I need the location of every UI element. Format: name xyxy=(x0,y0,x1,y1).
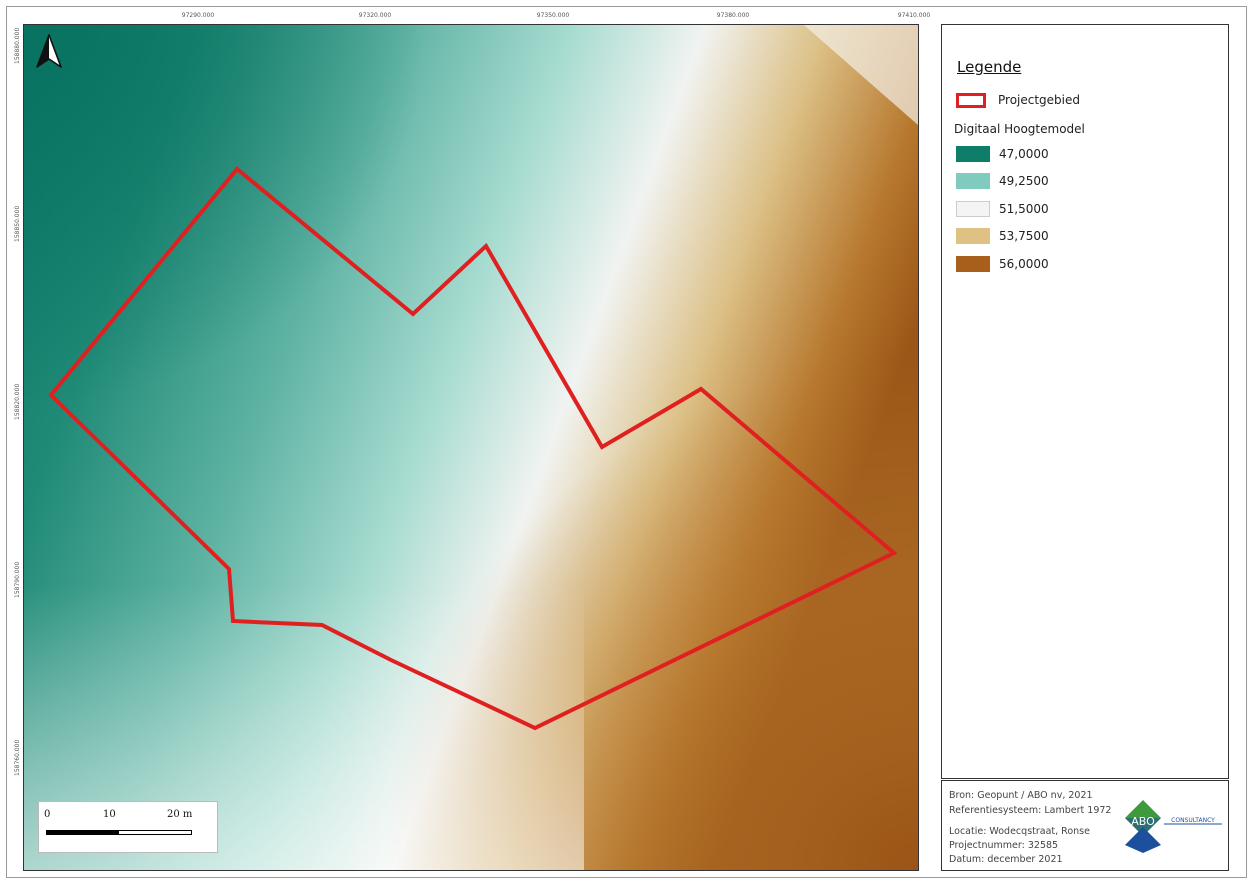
legend-title: Legende xyxy=(957,58,1022,76)
y-coordinate-label: 158790.000 xyxy=(14,561,21,598)
location-text: Locatie: Wodecqstraat, Ronse xyxy=(949,826,1090,837)
color-swatch xyxy=(956,173,990,189)
date-text: Datum: december 2021 xyxy=(949,854,1063,865)
legend-item-dem-class: 53,7500 xyxy=(956,227,1049,245)
legend-label: 51,5000 xyxy=(999,202,1049,216)
color-swatch xyxy=(956,201,990,217)
color-swatch xyxy=(956,146,990,162)
crs-text: Referentiesysteem: Lambert 1972 xyxy=(949,805,1112,816)
color-swatch xyxy=(956,228,990,244)
color-swatch xyxy=(956,256,990,272)
y-coordinate-label: 158820.000 xyxy=(14,383,21,420)
scale-label-end: 20 m xyxy=(167,809,193,820)
source-text: Bron: Geopunt / ABO nv, 2021 xyxy=(949,790,1093,801)
scale-segment-white xyxy=(119,831,191,834)
logo-text: ABO xyxy=(1131,815,1155,828)
legend-item-project-area: Projectgebied xyxy=(956,91,1080,109)
legend-item-dem-class: 51,5000 xyxy=(956,200,1049,218)
scale-segment-black xyxy=(47,831,119,834)
page-frame xyxy=(6,6,1247,878)
legend-label: Projectgebied xyxy=(998,93,1081,107)
legend-panel: Legende Projectgebied Digitaal Hoogtemod… xyxy=(941,24,1229,779)
project-boundary[interactable] xyxy=(48,166,898,731)
scale-bar-graphic xyxy=(46,830,192,835)
project-area-swatch xyxy=(956,92,986,108)
map-view[interactable]: 0 10 20 m xyxy=(23,24,919,871)
y-coordinate-label: 158880.000 xyxy=(14,27,21,64)
y-coordinate-label: 158760.000 xyxy=(14,739,21,776)
legend-label: 47,0000 xyxy=(999,147,1049,161)
legend-label: 49,2500 xyxy=(999,174,1049,188)
logo-tagline: CONSULTANCY xyxy=(1171,817,1215,824)
scale-label-start: 0 xyxy=(44,809,51,820)
light-patch xyxy=(804,25,918,125)
x-coordinate-label: 97350.000 xyxy=(536,12,570,19)
project-number-text: Projectnummer: 32585 xyxy=(949,840,1059,851)
legend-label: 53,7500 xyxy=(999,229,1049,243)
info-panel: Bron: Geopunt / ABO nv, 2021 Referenties… xyxy=(941,780,1229,871)
legend-label: 56,0000 xyxy=(999,257,1049,271)
scale-label-mid: 10 xyxy=(103,809,116,820)
legend-item-dem-class: 49,2500 xyxy=(956,172,1049,190)
x-coordinate-label: 97290.000 xyxy=(181,12,215,19)
north-arrow-icon xyxy=(36,34,62,68)
y-coordinate-label: 158850.000 xyxy=(14,205,21,242)
scale-bar: 0 10 20 m xyxy=(38,801,218,853)
dem-title: Digitaal Hoogtemodel xyxy=(954,122,1085,136)
legend-item-dem-class: 56,0000 xyxy=(956,255,1049,273)
elevation-map[interactable] xyxy=(24,25,918,870)
legend-item-dem-class: 47,0000 xyxy=(956,145,1049,163)
x-coordinate-label: 97320.000 xyxy=(358,12,392,19)
abo-consultancy-logo: ABO CONSULTANCY xyxy=(1125,800,1222,853)
x-coordinate-label: 97410.000 xyxy=(897,12,931,19)
x-coordinate-label: 97380.000 xyxy=(716,12,750,19)
